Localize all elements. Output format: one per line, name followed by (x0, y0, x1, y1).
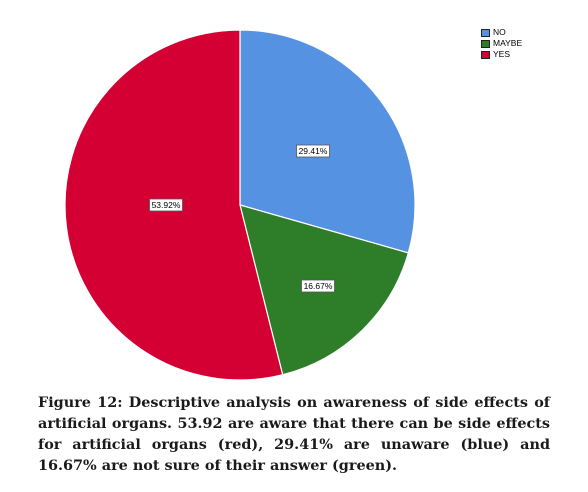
slice-label-text: 29.41% (299, 146, 328, 156)
legend-swatch-yes (481, 50, 490, 59)
legend-swatch-no (481, 28, 490, 37)
figure-caption: Figure 12: Descriptive analysis on aware… (38, 394, 550, 474)
pie-slice-no (239, 29, 416, 254)
chart-legend: NO MAYBE YES (481, 27, 522, 60)
legend-item-maybe: MAYBE (481, 38, 522, 49)
slice-label-text: 53.92% (152, 200, 181, 210)
legend-label-no: NO (493, 27, 506, 37)
pie-chart: 29.41% 16.67% 53.92% (64, 29, 416, 381)
slice-label-box (149, 198, 183, 212)
slice-label-maybe: 16.67% (301, 279, 335, 293)
slice-label-box (296, 144, 330, 158)
slice-label-no: 29.41% (296, 144, 330, 158)
legend-item-no: NO (481, 27, 522, 38)
legend-label-maybe: MAYBE (493, 38, 523, 48)
legend-item-yes: YES (481, 49, 522, 60)
slice-label-box (301, 279, 335, 293)
legend-swatch-maybe (481, 39, 490, 48)
slice-label-text: 16.67% (304, 281, 333, 291)
slice-label-yes: 53.92% (149, 198, 183, 212)
legend-label-yes: YES (493, 49, 511, 59)
